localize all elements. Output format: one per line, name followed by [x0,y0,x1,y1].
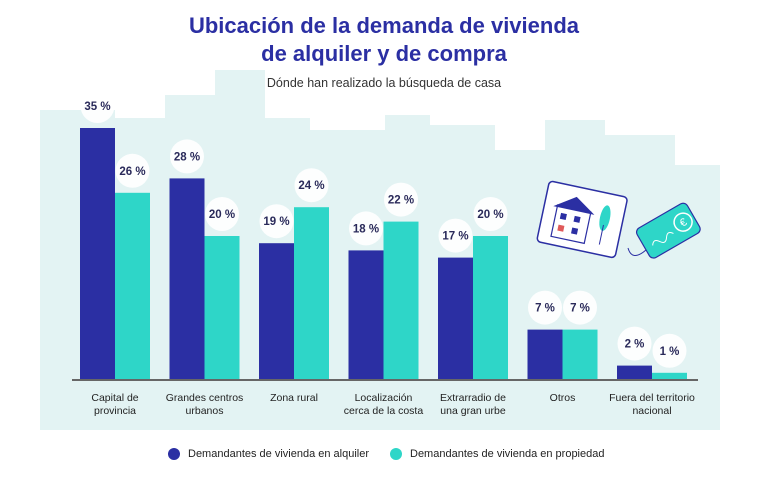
value-label: 35 % [84,101,110,113]
value-label: 22 % [388,195,414,207]
value-label: 18 % [353,223,379,235]
value-label: 19 % [263,216,289,228]
bar-alquiler [348,250,384,380]
category-labels-group: Capital de provincia Grandes centros urbano… [91,392,695,417]
bar-alquiler [527,329,563,380]
value-label: 20 % [209,209,235,221]
value-label-bubble [438,218,473,253]
title-line-1: Ubicación de la demanda de vivienda [188,13,580,38]
value-label-bubble [349,211,383,246]
house-sign-illustration: € [536,180,701,259]
category-label: Extrarradio de una gran urbe [440,392,506,417]
value-label: 7 % [535,303,555,315]
bar-propiedad [294,207,329,380]
value-label-bubble [115,153,150,188]
category-label: Localización cerca de la costa [344,392,424,417]
legend-item-alquiler: Demandantes de vivienda en alquiler [168,448,369,460]
bar-propiedad [473,236,508,380]
value-label-bubble [563,290,597,325]
value-label: 28 % [174,151,200,163]
value-label-bubble [617,326,652,361]
bar-propiedad [383,221,419,380]
value-label: 17 % [442,231,468,243]
value-label: 26 % [119,166,145,178]
bar-alquiler [259,243,294,380]
value-label-bubble [170,139,204,174]
chart-subtitle: Dónde han realizado la búsqueda de casa [266,76,502,90]
value-label-bubble [259,204,294,239]
category-label: Fuera del territorio nacional [609,392,695,417]
bar-propiedad [562,329,598,380]
title-line-2: de alquiler y de compra [261,41,507,66]
chart-title: Ubicación de la demanda de vivienda de a… [0,12,768,68]
value-label-bubble [652,333,687,368]
value-labels-group: 35 % 26 % 28 % 20 % 19 % 24 % 18 % 22 % 17 % 20 %… [80,89,687,368]
legend-swatch-propiedad [390,448,402,460]
value-label-bubble [80,89,115,123]
svg-text:€: € [678,216,689,229]
bar-alquiler [80,128,115,380]
category-label: Grandes centros urbanos [166,392,244,417]
bar-propiedad [204,236,240,380]
value-label-bubble [384,182,418,217]
legend-swatch-alquiler [168,448,180,460]
bar-alquiler [617,365,652,380]
legend-label-alquiler: Demandantes de vivienda en alquiler [188,448,370,460]
category-label: Otros [550,392,576,404]
legend-label-propiedad: Demandantes de vivienda en propiedad [410,448,605,460]
value-label: 20 % [477,209,503,221]
legend-item-propiedad: Demandantes de vivienda en propiedad [390,448,604,460]
skyline-building [605,135,675,430]
value-label: 7 % [570,303,590,315]
value-label-bubble [528,290,562,325]
bar-alquiler [438,257,473,380]
value-label-bubble [205,197,239,231]
category-label: Capital de provincia [91,392,138,417]
bar-alquiler [169,178,205,380]
skyline-building [545,120,605,430]
bar-propiedad [115,192,150,380]
value-label: 2 % [625,339,645,351]
bars-group [80,128,687,380]
value-label-bubble [473,197,508,231]
value-label: 24 % [298,180,324,192]
category-label: Zona rural [270,392,318,404]
bar-propiedad [652,372,687,380]
value-label: 1 % [660,346,680,358]
value-label-bubble [294,168,329,203]
